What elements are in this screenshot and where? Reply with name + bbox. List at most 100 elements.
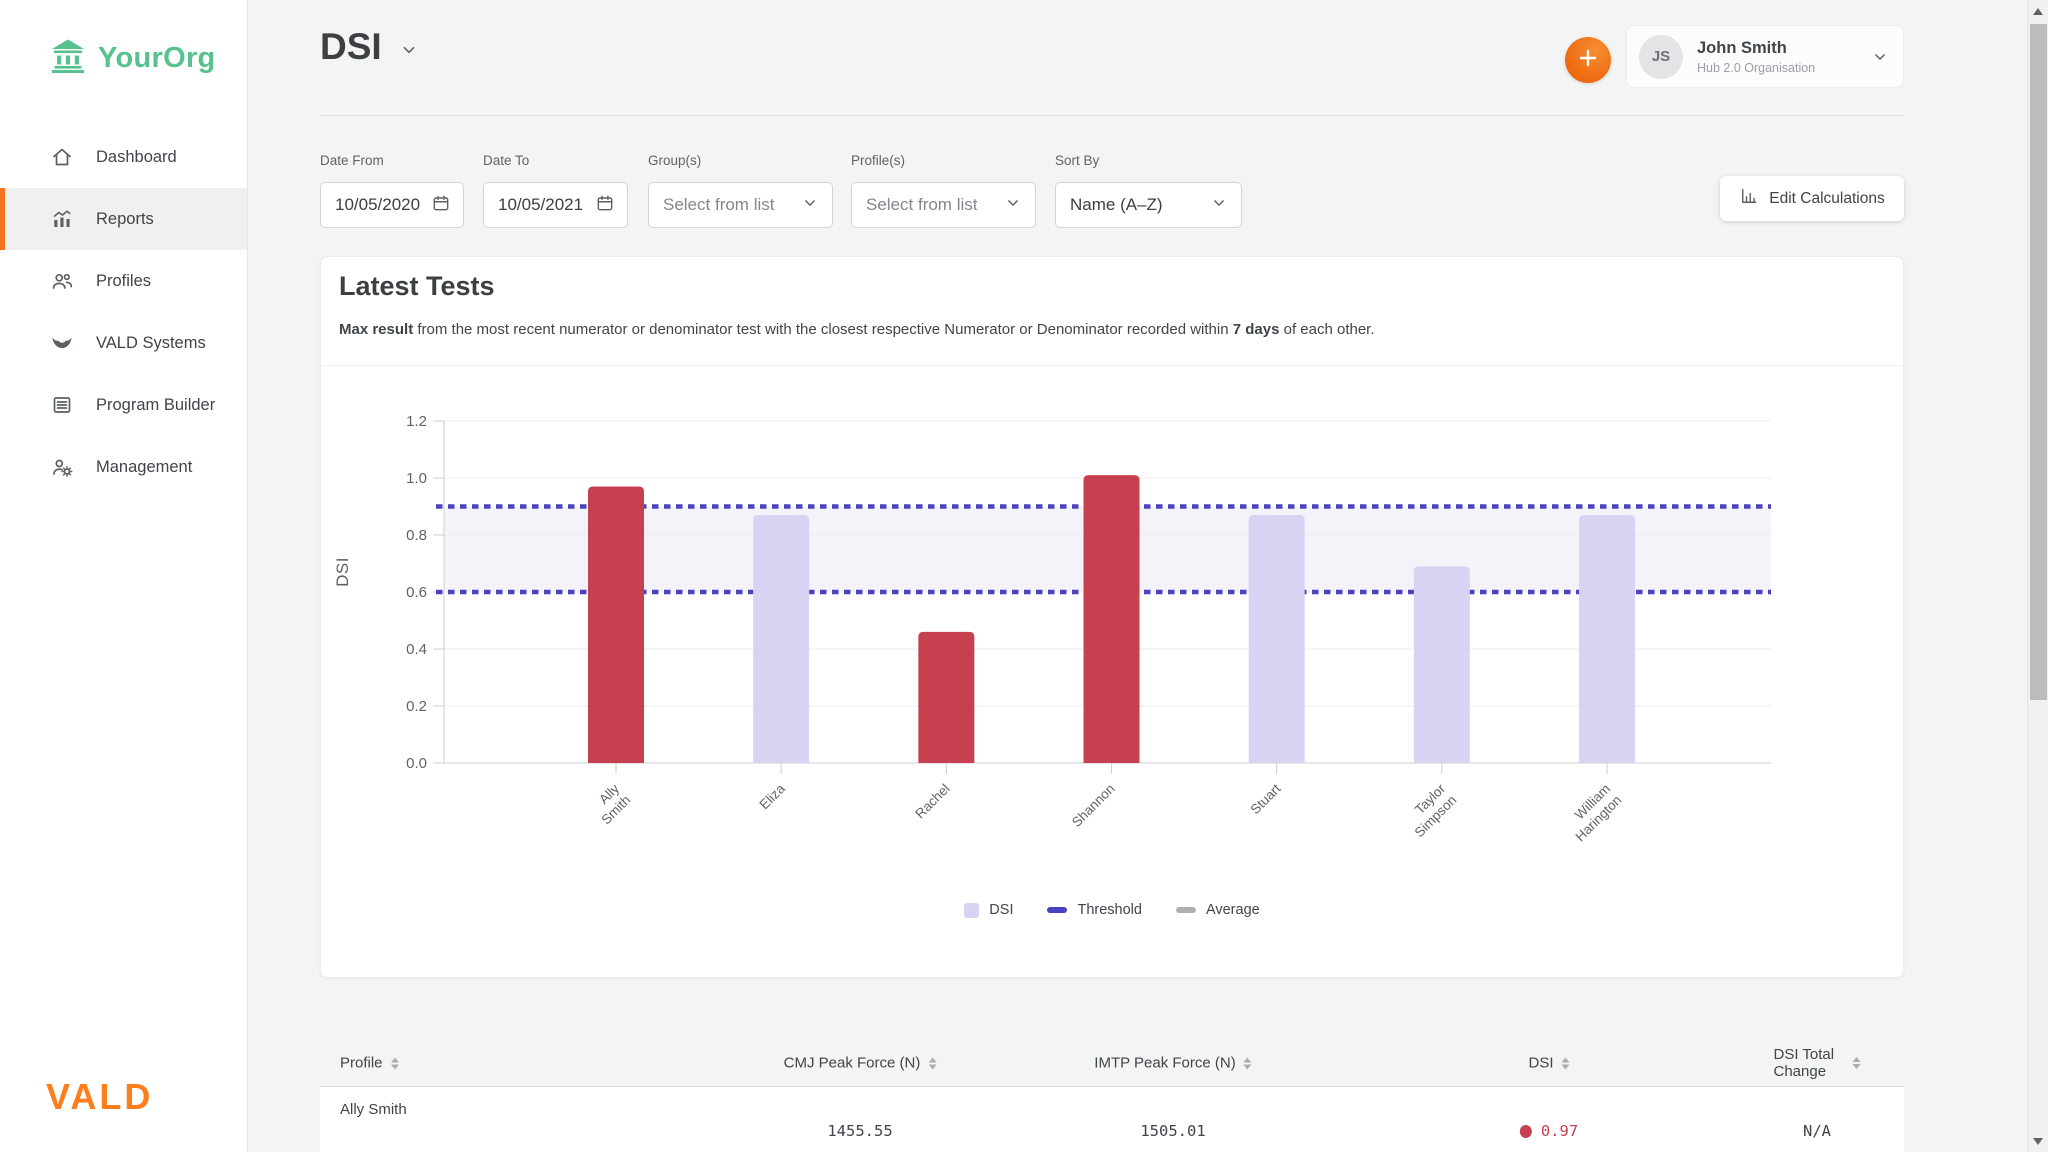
date-from-input[interactable]: 10/05/2020	[320, 182, 464, 228]
cell-cmj: 1455.55	[827, 1122, 893, 1140]
user-name: John Smith	[1697, 38, 1787, 57]
cell-imtp: 1505.01	[1140, 1122, 1206, 1140]
x-axis-label: Shannon	[1069, 781, 1119, 830]
sort-icon	[1852, 1057, 1861, 1069]
x-axis-label: Taylor Simpson	[1412, 781, 1460, 841]
sidebar: YourOrg Dashboard Reports	[0, 0, 248, 1152]
sidebar-item-label: Reports	[96, 209, 154, 228]
groups-select[interactable]: Select from list	[648, 182, 833, 228]
x-axis-label: Ally Smith	[596, 781, 634, 828]
sidebar-item-management[interactable]: Management	[0, 436, 247, 498]
date-to-input[interactable]: 10/05/2021	[483, 182, 628, 228]
svg-text:0.8: 0.8	[406, 527, 427, 544]
calendar-icon	[595, 193, 615, 218]
bar-chart-icon	[1739, 186, 1759, 211]
edit-calculations-button[interactable]: Edit Calculations	[1720, 176, 1904, 221]
status-dot	[1519, 1124, 1532, 1138]
date-to-filter: Date To 10/05/2021	[483, 153, 628, 228]
y-axis-title: DSI	[333, 557, 352, 587]
table-row[interactable]: Ally Smith 1455.55 1505.01 0.97 N/A	[320, 1087, 1904, 1152]
card-divider	[321, 365, 1903, 366]
cell-dsi: 0.97	[1519, 1122, 1579, 1140]
sort-by-filter: Sort By Name (A–Z)	[1055, 153, 1242, 228]
sidebar-item-label: Profiles	[96, 271, 152, 290]
col-label: Profile	[340, 1054, 383, 1072]
legend-item-dsi[interactable]: DSI	[964, 902, 1013, 918]
sidebar-item-profiles[interactable]: Profiles	[0, 250, 247, 312]
sidebar-menu: Dashboard Reports Profiles	[0, 126, 247, 498]
report-type-dropdown[interactable]: DSI	[320, 26, 420, 68]
sort-icon	[390, 1057, 399, 1069]
profiles-select[interactable]: Select from list	[851, 182, 1036, 228]
sidebar-item-label: Management	[96, 457, 193, 476]
col-dsi[interactable]: DSI	[1528, 1054, 1570, 1072]
card-description: Max result from the most recent numerato…	[339, 321, 1375, 338]
sort-icon	[1561, 1057, 1570, 1069]
main-content: DSI JS John Smith Hub 2.0 Organisation D…	[248, 0, 2027, 1152]
chevron-down-icon	[1870, 47, 1890, 72]
sidebar-item-reports[interactable]: Reports	[0, 188, 247, 250]
sort-by-label: Sort By	[1055, 153, 1100, 168]
svg-text:0.0: 0.0	[406, 755, 427, 772]
legend-label: Threshold	[1077, 902, 1142, 918]
scroll-down-arrow[interactable]	[2033, 1138, 2043, 1145]
date-to-value: 10/05/2021	[498, 195, 584, 214]
groups-placeholder: Select from list	[663, 195, 775, 214]
col-cmj-peak-force[interactable]: CMJ Peak Force (N)	[784, 1055, 937, 1072]
sort-by-select[interactable]: Name (A–Z)	[1055, 182, 1242, 228]
sort-by-value: Name (A–Z)	[1070, 195, 1163, 214]
chart-legend: DSI Threshold Average	[321, 902, 1903, 918]
col-imtp-peak-force[interactable]: IMTP Peak Force (N)	[1094, 1055, 1252, 1072]
col-label: CMJ Peak Force (N)	[783, 1054, 921, 1072]
chevron-down-icon	[1209, 193, 1229, 218]
reports-icon	[50, 207, 74, 231]
org-logo[interactable]: YourOrg	[48, 36, 216, 81]
col-dsi-total-change[interactable]: DSI Total Change	[1774, 1046, 1861, 1080]
chevron-down-icon	[398, 39, 420, 66]
sidebar-item-dashboard[interactable]: Dashboard	[0, 126, 247, 188]
edit-calculations-label: Edit Calculations	[1769, 189, 1885, 207]
col-label: DSI Total Change	[1773, 1046, 1835, 1080]
card-title: Latest Tests	[339, 271, 495, 301]
scrollbar-thumb[interactable]	[2030, 24, 2047, 700]
calendar-icon	[431, 193, 451, 218]
scroll-up-arrow[interactable]	[2033, 8, 2043, 15]
bank-icon	[48, 36, 88, 81]
avatar: JS	[1639, 34, 1683, 79]
col-label: DSI	[1528, 1054, 1554, 1072]
profiles-label: Profile(s)	[851, 153, 906, 168]
groups-label: Group(s)	[648, 153, 702, 168]
sidebar-item-label: VALD Systems	[96, 333, 206, 352]
legend-item-average[interactable]: Average	[1175, 902, 1260, 918]
program-builder-icon	[50, 393, 74, 417]
svg-text:1.2: 1.2	[406, 413, 427, 430]
user-org: Hub 2.0 Organisation	[1697, 60, 1816, 75]
date-from-filter: Date From 10/05/2020	[320, 153, 464, 228]
dsi-swatch	[964, 902, 980, 918]
scrollbar[interactable]	[2027, 0, 2048, 1152]
svg-text:0.2: 0.2	[406, 698, 427, 715]
x-axis-label: William Harington	[1572, 781, 1625, 845]
groups-filter: Group(s) Select from list	[648, 153, 833, 228]
date-from-label: Date From	[320, 153, 384, 168]
dsi-bar-chart: 0.0 0.2 0.4 0.6 0.8 1.0 1.2	[406, 413, 1771, 774]
sort-icon	[1243, 1057, 1252, 1069]
profiles-icon	[50, 269, 74, 293]
profiles-placeholder: Select from list	[866, 195, 978, 214]
user-menu[interactable]: JS John Smith Hub 2.0 Organisation	[1626, 25, 1904, 88]
dsi-value: 0.97	[1540, 1122, 1579, 1140]
home-icon	[50, 145, 74, 169]
add-button[interactable]	[1565, 37, 1611, 83]
legend-label: Average	[1205, 902, 1260, 918]
col-profile[interactable]: Profile	[340, 1055, 399, 1072]
svg-text:0.4: 0.4	[406, 641, 427, 658]
threshold-swatch	[1047, 907, 1068, 913]
x-axis-label: Rachel	[912, 781, 953, 822]
date-from-value: 10/05/2020	[335, 195, 421, 214]
results-table-header: Profile CMJ Peak Force (N) IMTP Peak For…	[320, 1040, 1904, 1086]
cell-change: N/A	[1803, 1122, 1831, 1140]
legend-item-threshold[interactable]: Threshold	[1047, 902, 1142, 918]
legend-label: DSI	[989, 902, 1014, 918]
sidebar-item-program-builder[interactable]: Program Builder	[0, 374, 247, 436]
sidebar-item-vald-systems[interactable]: VALD Systems	[0, 312, 247, 374]
